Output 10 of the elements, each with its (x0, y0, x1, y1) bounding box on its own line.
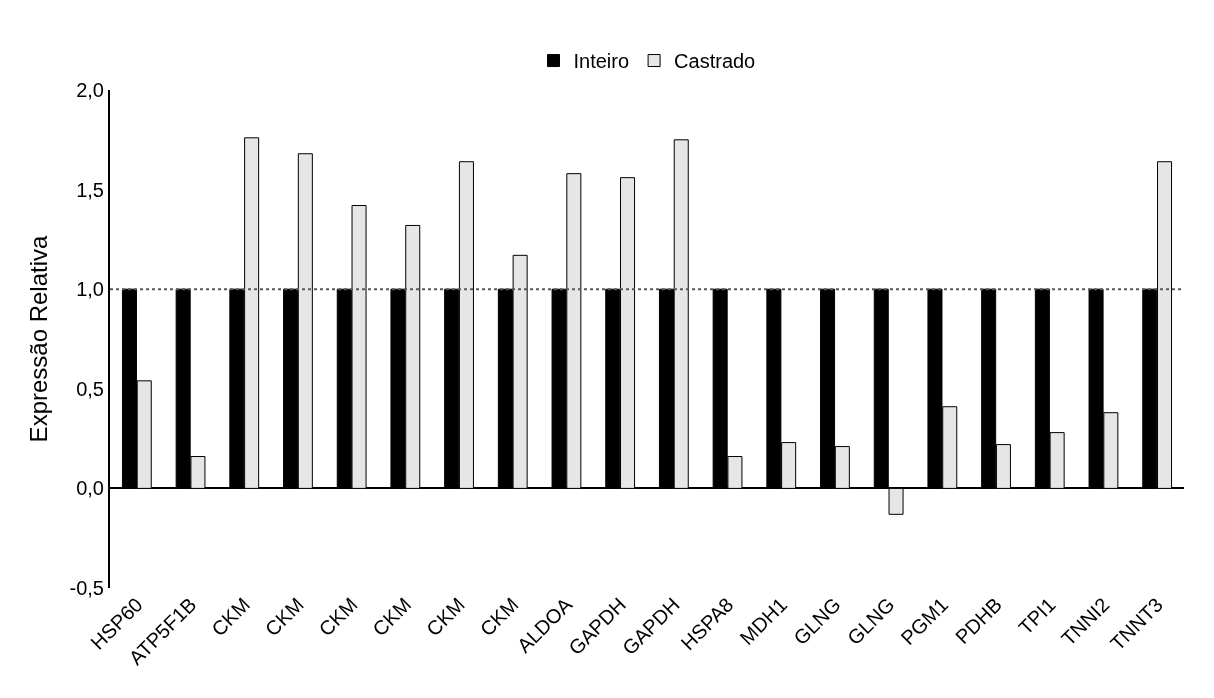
y-axis-title: Expressão Relativa (25, 234, 53, 443)
legend-label: Inteiro (573, 50, 630, 73)
y-tick-label: -0,5 (69, 577, 104, 599)
y-tick-label: 0,0 (76, 477, 104, 500)
y-tick-label: 0,5 (76, 377, 104, 400)
y-tick-label: 1,0 (76, 278, 104, 301)
y-tick-label: 1,5 (76, 178, 104, 201)
legend-label: Castrado (674, 50, 756, 73)
x-tick-label: TPI1 (1014, 593, 1060, 639)
y-tick-label: 2,0 (76, 79, 104, 101)
